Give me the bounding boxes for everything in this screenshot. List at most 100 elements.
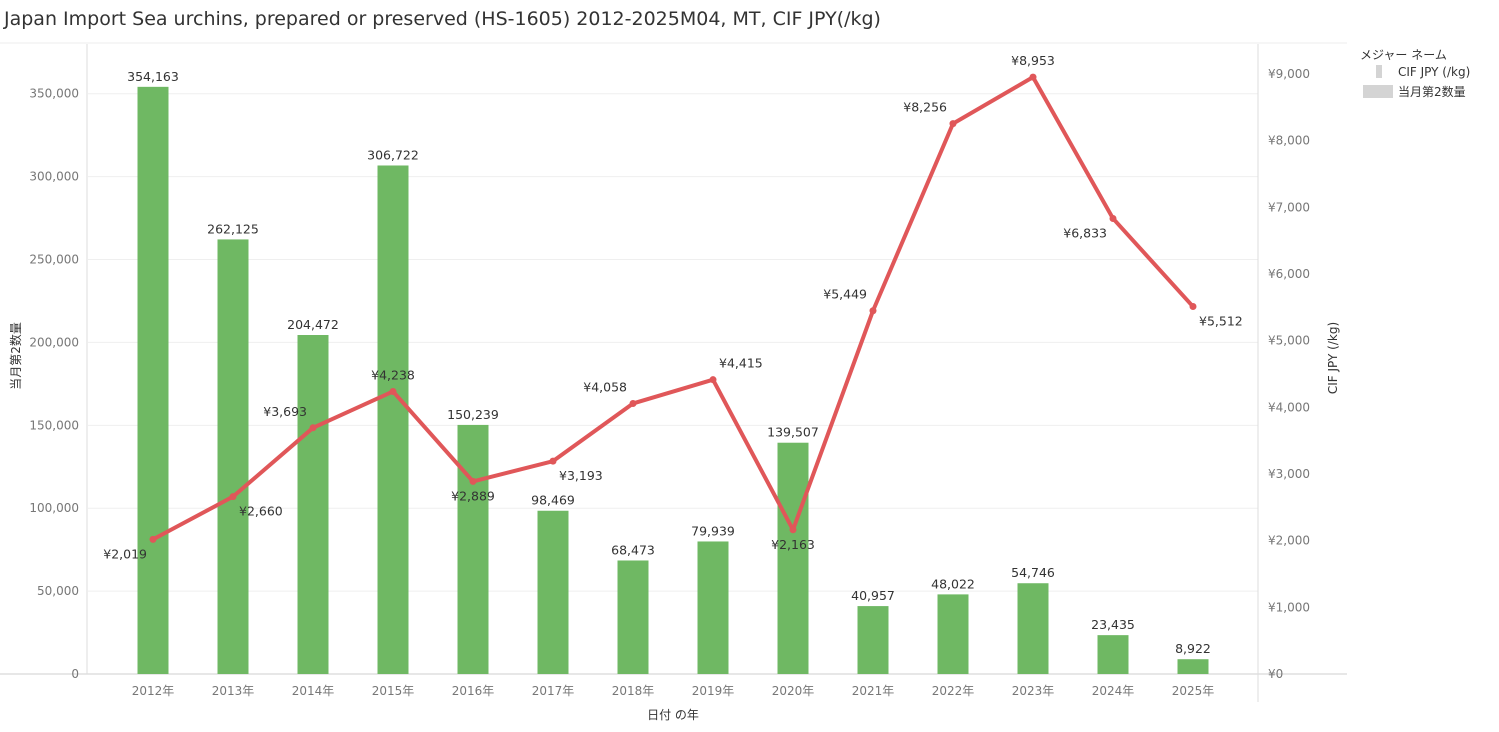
line-data-labels: ¥2,019 ¥2,660 ¥3,693 ¥4,238 ¥2,889 ¥3,193 ¥4,0…: [103, 53, 1243, 561]
bar-7: [697, 541, 729, 674]
left-tick-label-6: 300,000: [29, 170, 79, 184]
right-tick-label-1: ¥1,000: [1268, 600, 1310, 614]
line-point-4: [469, 477, 477, 485]
bar-label-13: 8,922: [1175, 641, 1211, 656]
chart-title: Japan Import Sea urchins, prepared or pr…: [4, 8, 881, 30]
line-point-1: [229, 493, 237, 501]
legend-item-cif: CIF JPY (/kg): [1398, 65, 1470, 79]
line-point-13: [1189, 303, 1197, 311]
line-label-9: ¥5,449: [823, 287, 867, 302]
line-point-12: [1109, 214, 1117, 222]
bar-6: [617, 560, 649, 674]
line-label-3: ¥4,238: [371, 367, 415, 382]
line-label-4: ¥2,889: [451, 488, 495, 503]
bar-label-10: 48,022: [931, 576, 975, 591]
bar-label-7: 79,939: [691, 523, 735, 538]
x-axis-ticks: 2012年 2013年 2014年 2015年 2016年 2017年 2018年 2019年…: [132, 684, 1215, 698]
legend: メジャー ネーム CIF JPY (/kg) 当月第2数量: [1360, 48, 1470, 99]
left-tick-label-0: 0: [71, 667, 79, 681]
left-tick-label-2: 100,000: [29, 501, 79, 515]
line-point-7: [709, 376, 717, 384]
bar-label-3: 306,722: [367, 147, 419, 162]
line-label-6: ¥4,058: [583, 379, 627, 394]
bar-1: [217, 239, 249, 674]
right-tick-label-7: ¥7,000: [1268, 200, 1310, 214]
x-tick-label-2: 2014年: [292, 684, 335, 698]
bar-5: [537, 510, 569, 674]
bar-data-labels: 354,163 262,125 204,472 306,722 150,239 98,46…: [127, 69, 1211, 656]
x-axis-title: 日付 の年: [647, 708, 699, 722]
bar-9: [857, 606, 889, 674]
bar-label-12: 23,435: [1091, 617, 1135, 632]
bar-2: [297, 335, 329, 674]
line-point-3: [389, 387, 397, 395]
x-tick-label-4: 2016年: [452, 684, 495, 698]
line-point-0: [149, 535, 157, 543]
line-label-13: ¥5,512: [1199, 314, 1243, 329]
line-label-11: ¥8,953: [1011, 53, 1055, 68]
right-axis-ticks: ¥0 ¥1,000 ¥2,000 ¥3,000 ¥4,000 ¥5,000 ¥6,000 ¥7…: [1268, 67, 1310, 681]
right-tick-label-6: ¥6,000: [1268, 267, 1310, 281]
right-tick-label-3: ¥3,000: [1268, 467, 1310, 481]
left-tick-label-1: 50,000: [37, 584, 79, 598]
left-tick-label-4: 200,000: [29, 335, 79, 349]
x-tick-label-8: 2020年: [772, 684, 815, 698]
bar-3: [377, 165, 409, 674]
bar-label-5: 98,469: [531, 493, 575, 508]
line-series: [149, 73, 1197, 543]
bar-4: [457, 424, 489, 674]
bar-label-9: 40,957: [851, 588, 895, 603]
bar-label-4: 150,239: [447, 407, 499, 422]
line-label-10: ¥8,256: [903, 100, 947, 115]
line-label-1: ¥2,660: [239, 504, 283, 519]
line-point-9: [869, 307, 877, 315]
right-axis-title: CIF JPY (/kg): [1326, 322, 1340, 394]
left-tick-label-5: 250,000: [29, 253, 79, 267]
line-label-0: ¥2,019: [103, 546, 147, 561]
x-tick-label-5: 2017年: [532, 684, 575, 698]
right-tick-label-9: ¥9,000: [1268, 67, 1310, 81]
bar-label-2: 204,472: [287, 317, 339, 332]
x-tick-label-6: 2018年: [612, 684, 655, 698]
line-point-8: [789, 526, 797, 534]
line-point-2: [309, 424, 317, 432]
left-tick-label-7: 350,000: [29, 87, 79, 101]
x-tick-label-3: 2015年: [372, 684, 415, 698]
x-tick-label-7: 2019年: [692, 684, 735, 698]
bar-label-8: 139,507: [767, 425, 819, 440]
bar-10: [937, 594, 969, 674]
right-tick-label-0: ¥0: [1268, 667, 1283, 681]
bar-12: [1097, 635, 1129, 674]
bar-13: [1177, 659, 1209, 674]
left-tick-label-3: 150,000: [29, 418, 79, 432]
x-tick-label-9: 2021年: [852, 684, 895, 698]
bar-8: [777, 442, 809, 674]
line-point-10: [949, 120, 957, 128]
right-tick-label-4: ¥4,000: [1268, 400, 1310, 414]
x-tick-label-13: 2025年: [1172, 684, 1215, 698]
bar-label-11: 54,746: [1011, 565, 1055, 580]
x-tick-label-0: 2012年: [132, 684, 175, 698]
legend-swatch-line: [1376, 65, 1382, 78]
bar-label-1: 262,125: [207, 221, 259, 236]
bar-0: [137, 86, 169, 675]
x-tick-label-10: 2022年: [932, 684, 975, 698]
line-point-6: [629, 399, 637, 407]
line-label-12: ¥6,833: [1063, 225, 1107, 240]
x-tick-label-12: 2024年: [1092, 684, 1135, 698]
bar-label-0: 354,163: [127, 69, 179, 84]
bar-series: [137, 86, 1209, 675]
cif-line: [151, 75, 1195, 542]
x-tick-label-1: 2013年: [212, 684, 255, 698]
line-label-2: ¥3,693: [263, 404, 307, 419]
legend-item-volume: 当月第2数量: [1398, 84, 1466, 99]
legend-swatch-bar: [1363, 85, 1393, 98]
bar-11: [1017, 583, 1049, 674]
line-label-8: ¥2,163: [771, 537, 815, 552]
line-label-7: ¥4,415: [719, 356, 763, 371]
left-axis-ticks: 0 50,000 100,000 150,000 200,000 250,000 300,0…: [29, 87, 79, 681]
right-tick-label-8: ¥8,000: [1268, 134, 1310, 148]
line-point-5: [549, 457, 557, 465]
line-label-5: ¥3,193: [559, 468, 603, 483]
